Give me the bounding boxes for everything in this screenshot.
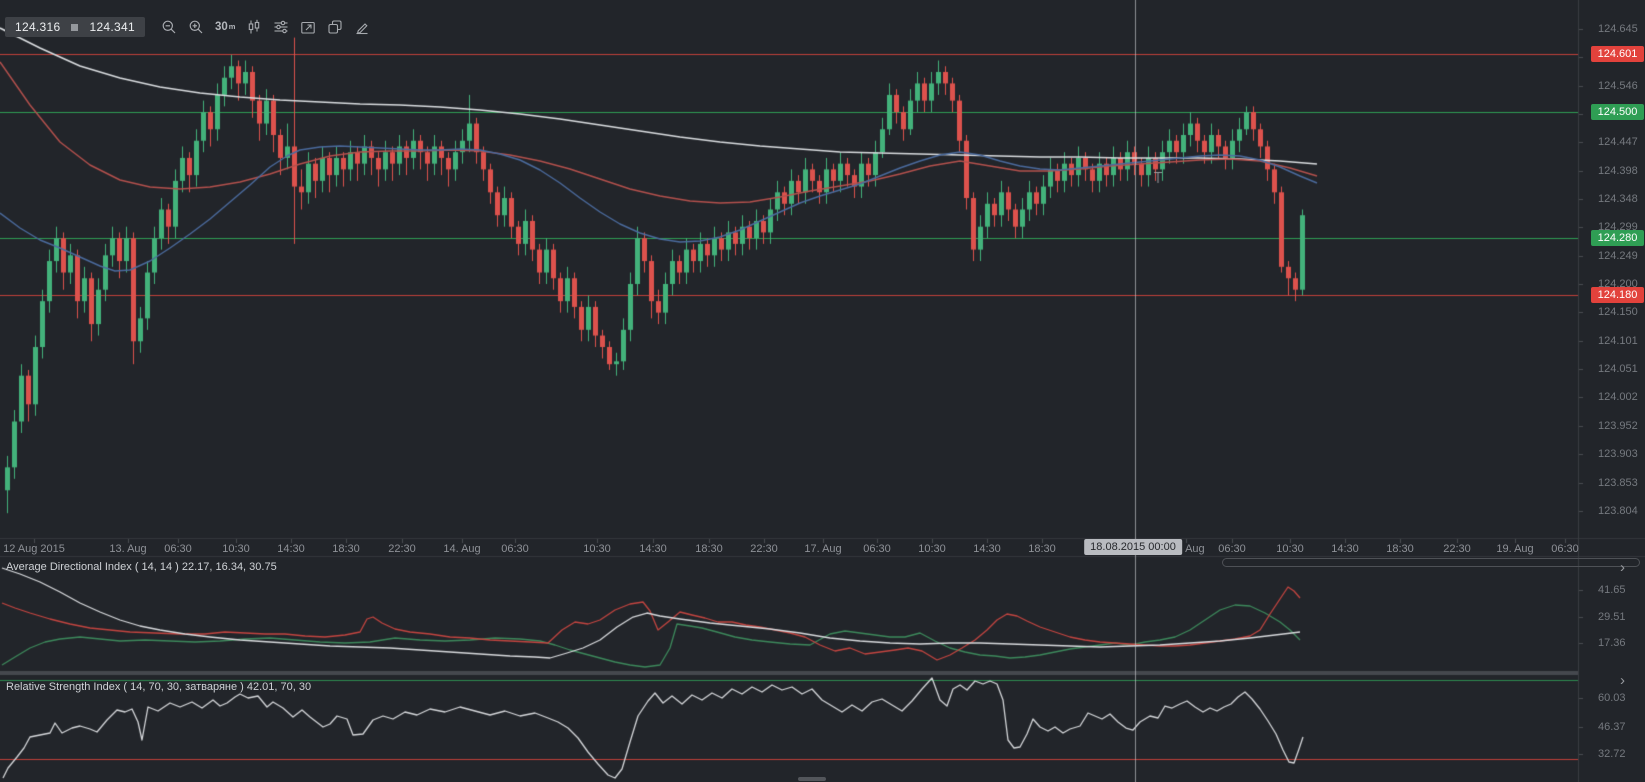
time-tick-label: 22:30 (388, 543, 416, 555)
time-axis[interactable]: 18.08.2015 00:00 12 Aug 2015 13. Aug 06:30… (0, 538, 1645, 557)
candles-icon (249, 19, 260, 34)
adx-scale-label: 29.51 (1598, 611, 1626, 623)
rsi-scale-label: 46.37 (1598, 721, 1626, 733)
price-level-badge: 124.180 (1591, 287, 1644, 303)
price-level-badge: 124.500 (1591, 104, 1644, 120)
time-tick-label: 10:30 (222, 543, 250, 555)
price-tick-label: 124.249 (1598, 250, 1638, 262)
price-level-badge: 124.601 (1591, 46, 1644, 62)
price-tick-label: 124.645 (1598, 23, 1638, 35)
time-tick-label: 14:30 (277, 543, 305, 555)
draw-icon (356, 23, 369, 35)
indicator-settings-button[interactable] (271, 16, 291, 38)
zoom-out-icon (162, 20, 176, 34)
rsi-collapse-button[interactable]: › (1615, 673, 1630, 688)
time-tick-label: 10:30 (918, 543, 946, 555)
rsi-scale-label: 32.72 (1598, 748, 1626, 760)
price-tick-label: 124.546 (1598, 80, 1638, 92)
time-tick-label: 19. Aug (1496, 543, 1534, 555)
zoom-in-icon (189, 20, 203, 34)
price-tick-label: 123.853 (1598, 477, 1638, 489)
timeframe-unit: m (228, 21, 236, 31)
time-tick-label: 17. Aug (804, 543, 842, 555)
spread-indicator-icon (71, 23, 79, 31)
time-tick-label: 14:30 (1331, 543, 1359, 555)
quote-box[interactable]: 124.316 124.341 (5, 17, 145, 37)
price-tick-label: 124.002 (1598, 391, 1638, 403)
time-tick-label: 10:30 (583, 543, 611, 555)
duplicate-chart-button[interactable] (325, 16, 345, 38)
adx-scale-label: 17.36 (1598, 637, 1626, 649)
price-level-badge: 124.280 (1591, 230, 1644, 246)
price-tick-label: 124.398 (1598, 165, 1638, 177)
time-tick-label: 06:30 (164, 543, 192, 555)
time-tick-label: 18:30 (1386, 543, 1414, 555)
time-tick-label: 14. Aug (443, 543, 481, 555)
duplicate-chart-icon (328, 20, 342, 34)
time-tick-label: 14:30 (973, 543, 1001, 555)
time-tick-label: 10:30 (1276, 543, 1304, 555)
zoom-out-button[interactable] (159, 16, 179, 38)
rsi-scale-label: 60.03 (1598, 692, 1626, 704)
expand-chart-icon (301, 21, 316, 34)
indicator-settings-icon (274, 20, 288, 34)
time-tick-label: 06:30 (501, 543, 529, 555)
time-tick-label: 06:30 (1551, 543, 1579, 555)
time-tick-label: 22:30 (1443, 543, 1471, 555)
price-tick-label: 124.348 (1598, 193, 1638, 205)
price-tick-label: 124.150 (1598, 306, 1638, 318)
adx-collapse-button[interactable]: › (1615, 560, 1630, 575)
price-tick-label: 124.101 (1598, 335, 1638, 347)
price-tick-label: 123.804 (1598, 505, 1638, 517)
chart-toolbar: 124.316 124.341 30 m (5, 16, 372, 38)
price-tick-label: 123.903 (1598, 448, 1638, 460)
time-tick-label: 18:30 (695, 543, 723, 555)
price-axis[interactable]: 124.645124.596124.546124.497124.447124.3… (1578, 0, 1645, 538)
time-tick-label: 12 Aug 2015 (3, 543, 65, 555)
bid-price: 124.316 (15, 20, 61, 34)
adx-indicator-label[interactable]: Average Directional Index ( 14, 14 ) 22.… (6, 561, 277, 573)
time-tick-label: 18:30 (1028, 543, 1056, 555)
timeframe-button[interactable]: 30 m (213, 16, 237, 38)
draw-button[interactable] (352, 16, 372, 38)
time-tick-label: 22:30 (750, 543, 778, 555)
time-tick-label: 06:30 (1218, 543, 1246, 555)
chart-type-button[interactable] (244, 16, 264, 38)
expand-chart-button[interactable] (298, 16, 318, 38)
visible-range-outline[interactable] (1222, 558, 1640, 567)
time-tick-label: 06:30 (863, 543, 891, 555)
timeframe-icon: 30 (214, 21, 228, 33)
time-tick-label: 18:30 (332, 543, 360, 555)
rsi-indicator-label[interactable]: Relative Strength Index ( 14, 70, 30, за… (6, 681, 312, 693)
price-tick-label: 123.952 (1598, 420, 1638, 432)
adx-scale-label: 41.65 (1598, 584, 1626, 596)
price-tick-label: 124.447 (1598, 136, 1638, 148)
time-tick-label: 13. Aug (109, 543, 147, 555)
ask-price: 124.341 (89, 20, 135, 34)
zoom-in-button[interactable] (186, 16, 206, 38)
scrollbar-handle[interactable] (798, 777, 826, 781)
crosshair-time-badge: 18.08.2015 00:00 (1084, 539, 1182, 555)
price-tick-label: 124.051 (1598, 363, 1638, 375)
time-tick-label: 14:30 (639, 543, 667, 555)
